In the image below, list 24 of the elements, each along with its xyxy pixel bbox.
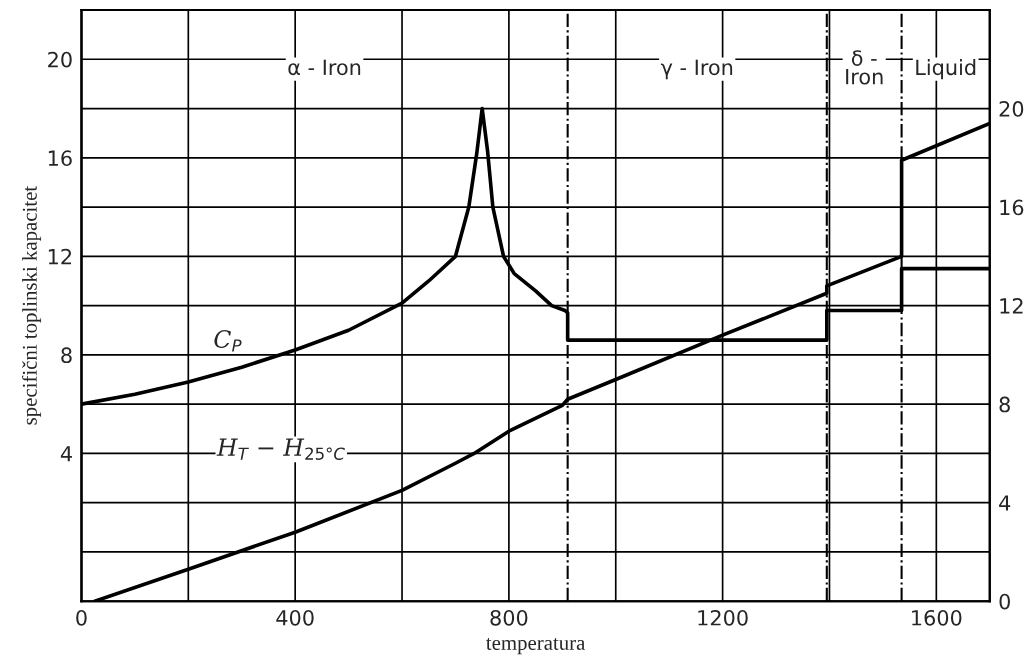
y-tick-label: 12 <box>48 248 72 265</box>
y2-tick-label: 8 <box>999 396 1010 413</box>
annotation: γ - Iron <box>660 59 733 80</box>
x-tick-label: 400 <box>276 609 314 626</box>
y-tick-label: 16 <box>48 150 72 167</box>
x-tick-label: 0 <box>76 609 87 626</box>
y2-tick-label: 20 <box>999 101 1024 117</box>
x-axis-title: temperatura <box>486 637 586 655</box>
y-tick-label: 20 <box>48 51 72 68</box>
y2-tick-label: 12 <box>1000 298 1023 314</box>
x-tick-label: 1200 <box>698 609 748 626</box>
annotation: δ - Iron <box>846 50 883 85</box>
series-label: C$_{P}$ <box>214 330 242 352</box>
y-axis-title: specifični toplinski kapacitet <box>21 185 42 425</box>
y2-tick-label: 16 <box>1000 199 1024 216</box>
x-tick-label: 800 <box>490 609 528 626</box>
text: H$_{T}$ − H$_{25°C}$ <box>216 438 345 460</box>
annotation: α - Iron <box>288 59 361 76</box>
y2-tick-label: 4 <box>999 495 1011 511</box>
y2-tick-label: 0 <box>999 593 1010 610</box>
x-tick-label: 1600 <box>912 609 962 626</box>
y-tick-label: 8 <box>61 347 72 364</box>
annotation: Liquid <box>916 59 976 80</box>
y-tick-label: 4 <box>60 446 72 462</box>
